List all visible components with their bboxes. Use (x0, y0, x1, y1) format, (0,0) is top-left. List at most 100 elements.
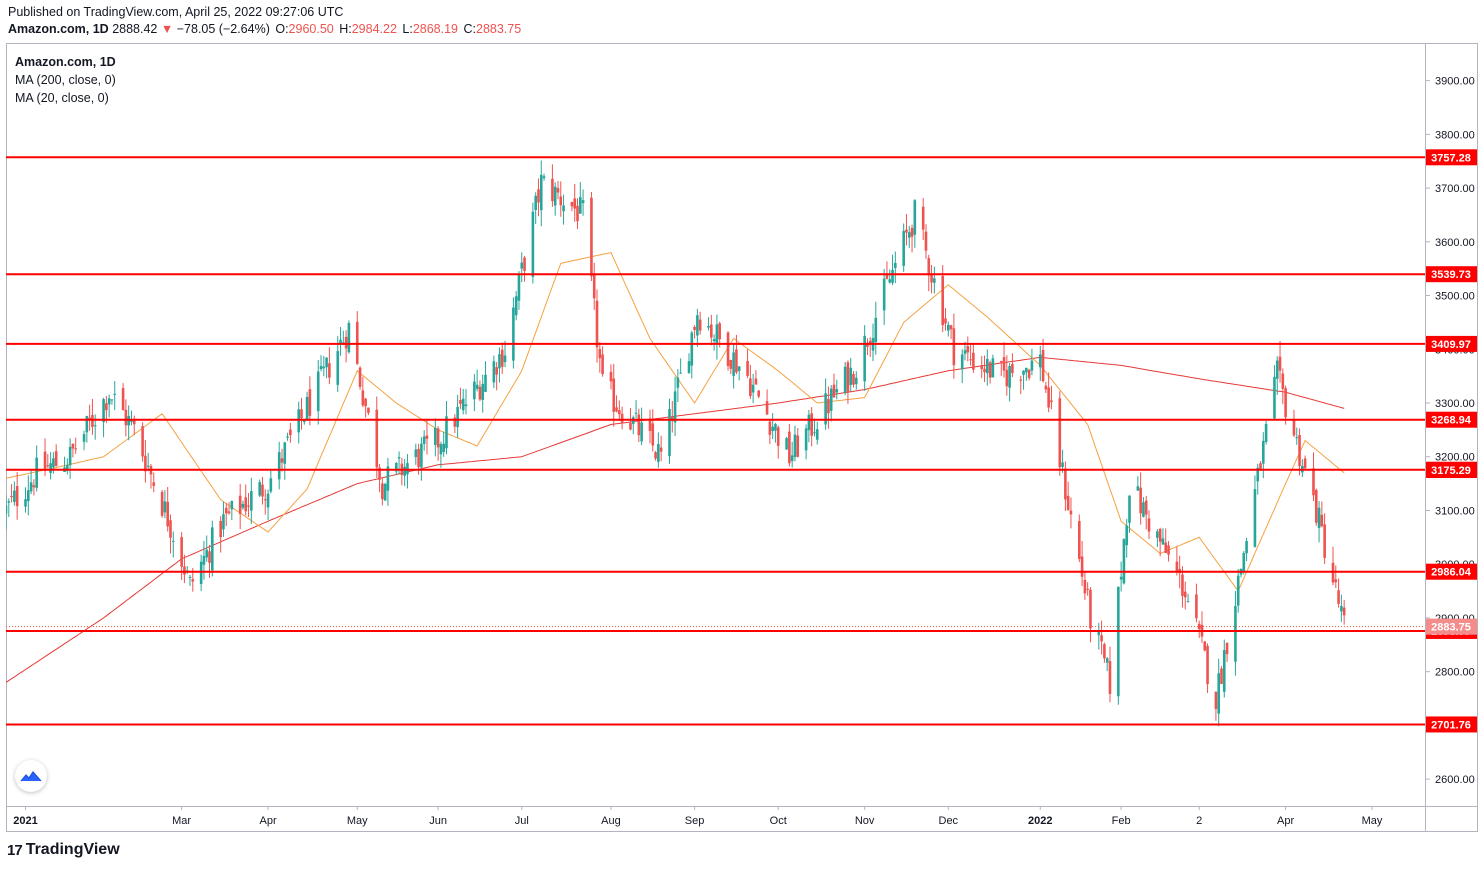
candle (793, 425, 797, 462)
candle (107, 394, 111, 418)
candle (227, 502, 231, 515)
candle (1253, 475, 1257, 548)
candle-body (523, 257, 526, 271)
candle-body (224, 507, 228, 514)
candle-body (835, 389, 839, 393)
candle (386, 458, 390, 506)
candle (581, 189, 585, 216)
candle (1222, 639, 1226, 698)
candle (102, 397, 105, 438)
candle-body (199, 561, 203, 585)
candle (347, 320, 351, 354)
candle-body (595, 300, 599, 348)
candle (746, 349, 749, 379)
candle (1303, 455, 1307, 471)
candle (1236, 568, 1240, 613)
candle-body (960, 354, 964, 370)
tradingview-cloud-icon[interactable] (15, 760, 47, 792)
candle (1278, 341, 1282, 383)
candle (905, 214, 908, 246)
candle-body (1225, 642, 1229, 655)
candle (339, 327, 342, 356)
x-tick-label: Mar (172, 815, 191, 827)
candle-body (1025, 367, 1028, 373)
candle (868, 337, 872, 357)
candle-body (406, 463, 409, 475)
candle (286, 432, 289, 441)
candle-body (325, 357, 328, 368)
candle (283, 441, 287, 480)
candle-body (132, 420, 136, 425)
candle-body (319, 365, 323, 370)
symbol-name[interactable]: Amazon.com, 1D (8, 22, 109, 36)
x-tick-label: May (1362, 815, 1383, 827)
candle-body (969, 359, 972, 361)
candle (10, 484, 13, 503)
y-tick-label: 2600.00 (1435, 774, 1475, 786)
candle (403, 459, 406, 487)
candle (517, 271, 521, 310)
candle (542, 173, 546, 181)
candle (297, 401, 301, 444)
candle-body (1262, 440, 1265, 464)
candle (595, 289, 599, 363)
x-tick-label: Aug (601, 815, 621, 827)
candle (933, 266, 936, 294)
level-label-bg (1426, 335, 1477, 352)
candle (578, 182, 582, 214)
candle-body (1242, 553, 1246, 572)
candle (316, 359, 320, 425)
candle-body (308, 389, 312, 416)
candle-body (1117, 586, 1120, 697)
candlestick-chart[interactable]: 2600.002700.002800.002900.003000.003100.… (4, 43, 1478, 832)
candle-body (503, 355, 507, 363)
candle-body (13, 490, 16, 502)
candle-body (1156, 531, 1159, 538)
candle (110, 399, 114, 405)
candle (1050, 385, 1053, 410)
legend-ma20[interactable]: MA (20, close, 0) (15, 91, 109, 105)
candle-body (191, 579, 195, 582)
candle (637, 408, 641, 443)
candle-body (475, 384, 479, 389)
level-label: 2986.04 (1431, 567, 1472, 579)
candle (849, 357, 853, 392)
legend-ma200[interactable]: MA (200, close, 0) (15, 73, 116, 87)
candle-body (963, 350, 967, 354)
candle-body (815, 429, 819, 440)
candle-body (1295, 437, 1299, 439)
legend-title[interactable]: Amazon.com, 1D (15, 55, 116, 69)
low-label: L: (402, 22, 413, 36)
candle (774, 422, 777, 443)
candle-body (832, 384, 836, 398)
candle (160, 489, 164, 518)
candle-body (637, 414, 641, 436)
candle-body (707, 325, 710, 328)
candle (445, 400, 448, 455)
candle-body (863, 335, 866, 382)
candle (735, 334, 738, 375)
candle-body (924, 231, 928, 251)
tradingview-logo[interactable]: 17 TradingView (7, 841, 120, 859)
candle-body (247, 505, 250, 507)
candle-body (85, 416, 89, 433)
candle (124, 399, 128, 437)
candle-body (1303, 458, 1307, 469)
candle-body (1342, 607, 1346, 616)
candle (1206, 643, 1209, 693)
candle-body (300, 409, 303, 419)
candle (280, 448, 284, 472)
candle-body (944, 318, 947, 324)
candle-body (24, 499, 27, 507)
candle (1275, 356, 1279, 395)
candle (512, 297, 515, 369)
candle-body (1236, 575, 1240, 606)
chart-legend: Amazon.com, 1D MA (200, close, 0) MA (20… (15, 53, 116, 107)
candle-body (1167, 545, 1170, 555)
candle-body (124, 409, 128, 426)
candle-body (35, 457, 38, 488)
candle-body (651, 423, 655, 446)
chart-area[interactable]: 2600.002700.002800.002900.003000.003100.… (4, 43, 1478, 832)
candle (1161, 528, 1165, 545)
candle (484, 361, 487, 393)
